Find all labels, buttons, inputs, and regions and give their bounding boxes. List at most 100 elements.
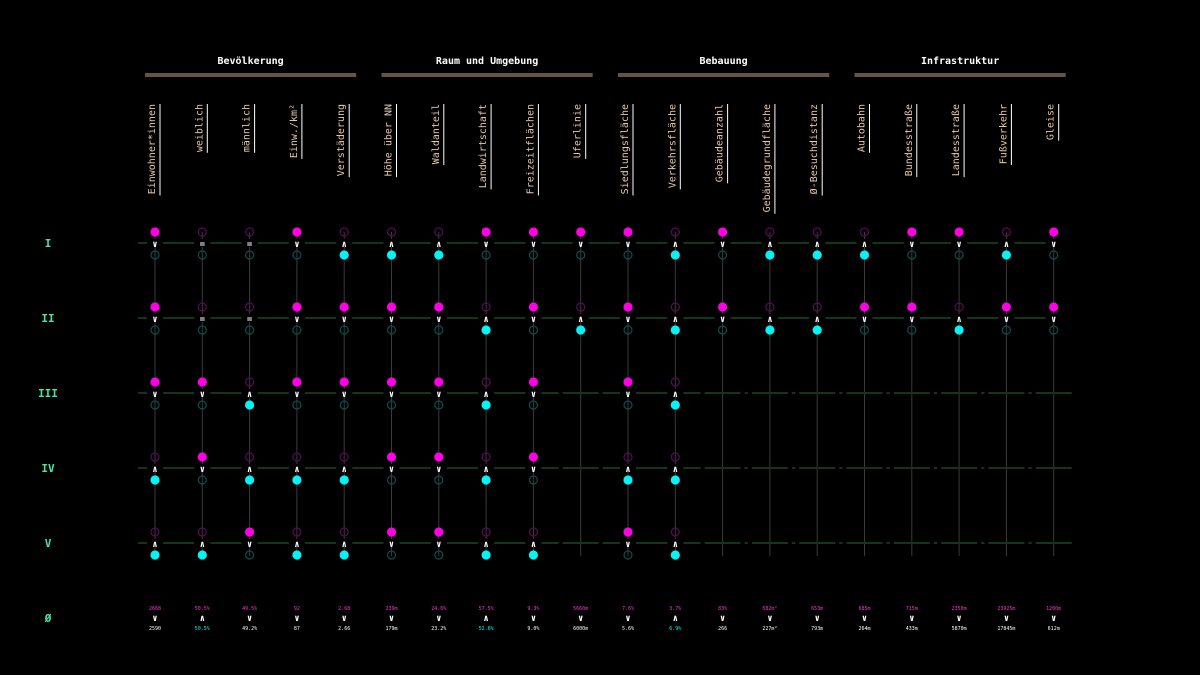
magenta-dot <box>623 227 633 237</box>
cyan-dot <box>528 325 539 335</box>
cell-backdrop <box>194 239 211 247</box>
comparison-symbol: ∨ <box>200 390 205 400</box>
cyan-dot <box>1001 250 1012 260</box>
avg-comparison-symbol: ∨ <box>814 614 819 624</box>
cell-backdrop <box>761 314 778 322</box>
avg-comparison-symbol: ∨ <box>720 614 725 624</box>
cyan-dot <box>434 325 444 335</box>
magenta-dot <box>623 452 633 462</box>
avg-value-top: 2668 <box>149 606 161 612</box>
avg-value-top: 582m² <box>762 606 777 612</box>
comparison-symbol: ∨ <box>341 315 346 325</box>
avg-value-bottom: 52.6% <box>479 626 494 632</box>
cyan-dot <box>907 250 917 260</box>
avg-value-bottom: 9.0% <box>527 626 539 632</box>
cyan-dot <box>434 250 444 260</box>
row-label: V <box>45 537 52 550</box>
cyan-dot <box>717 250 728 260</box>
comparison-symbol: ∧ <box>341 240 346 250</box>
cyan-dot <box>528 475 539 485</box>
cyan-dot <box>907 325 917 335</box>
avg-value-top: 83% <box>718 606 727 612</box>
avg-comparison-symbol: ∧ <box>200 614 205 624</box>
cell-backdrop <box>714 314 731 322</box>
cyan-dot <box>245 475 255 485</box>
avg-value-bottom: 50.5% <box>195 626 210 632</box>
avg-comparison-symbol: ∨ <box>625 614 630 624</box>
cell-backdrop <box>667 464 684 472</box>
cell-backdrop <box>478 539 495 547</box>
avg-row-label: Ø <box>44 612 52 625</box>
comparison-symbol: ∨ <box>531 240 536 250</box>
magenta-dot <box>1049 227 1059 237</box>
cell-backdrop <box>194 389 211 397</box>
comparison-symbol: ∨ <box>436 465 441 475</box>
cell-backdrop <box>903 239 920 247</box>
magenta-dot <box>292 527 302 537</box>
magenta-dot <box>292 302 302 312</box>
comparison-symbol: ∨ <box>152 315 157 325</box>
magenta-dot <box>150 377 160 387</box>
cyan-dot <box>292 325 302 335</box>
avg-value-top: 92 <box>294 606 300 612</box>
magenta-dot <box>197 377 207 387</box>
cyan-dot <box>150 400 160 410</box>
cell-backdrop <box>383 464 400 472</box>
avg-value-top: 49.5% <box>242 606 257 612</box>
avg-comparison-symbol: ∧ <box>483 614 488 624</box>
comparison-symbol: ∧ <box>956 315 961 325</box>
avg-value-bottom: 23.2% <box>431 626 446 632</box>
avg-value-top: 3.7% <box>669 606 681 612</box>
cell-backdrop <box>714 239 731 247</box>
avg-value-bottom: 6.9% <box>669 626 681 632</box>
magenta-dot <box>481 227 491 237</box>
magenta-dot <box>245 302 255 312</box>
comparison-symbol: ∧ <box>483 465 488 475</box>
cell-backdrop <box>667 314 684 322</box>
magenta-dot <box>954 302 964 312</box>
comparison-symbol: ∨ <box>152 390 157 400</box>
column-label: Einw./km² <box>289 104 300 158</box>
avg-comparison-symbol: ∨ <box>389 614 394 624</box>
avg-value-bottom: 87 <box>294 626 300 632</box>
comparison-symbol: ∨ <box>389 540 394 550</box>
comparison-symbol: ∨ <box>625 240 630 250</box>
column-label: Verkehrsfläche <box>667 104 678 188</box>
avg-comparison-symbol: ∨ <box>341 614 346 624</box>
cyan-dot <box>623 325 633 335</box>
avg-value-bottom: 433m <box>906 626 918 632</box>
cyan-dot <box>386 400 397 410</box>
comparison-symbol: ∨ <box>436 540 441 550</box>
comparison-symbol: ∧ <box>152 465 157 475</box>
cyan-dot <box>434 550 444 560</box>
avg-value-top: 715m <box>906 606 918 612</box>
cyan-dot <box>386 250 397 260</box>
magenta-dot <box>386 527 397 537</box>
cyan-dot <box>197 325 207 335</box>
avg-value-top: 2.68 <box>338 606 350 612</box>
cell-backdrop <box>667 389 684 397</box>
cell-backdrop <box>288 389 305 397</box>
comparison-symbol: ∨ <box>625 315 630 325</box>
comparison-symbol: ∧ <box>673 315 678 325</box>
magenta-dot <box>339 527 349 537</box>
cyan-dot <box>197 475 207 485</box>
cyan-dot <box>150 475 160 485</box>
magenta-dot <box>339 377 349 387</box>
cyan-dot <box>339 550 349 560</box>
comparison-symbol: ∨ <box>956 240 961 250</box>
cyan-dot <box>197 550 207 560</box>
cell-backdrop <box>383 539 400 547</box>
column-label: Freizeitflächen <box>525 104 536 194</box>
cell-backdrop <box>525 239 542 247</box>
magenta-dot <box>245 377 255 387</box>
group-title: Bebauung <box>700 56 748 67</box>
avg-value-top: 685m <box>858 606 870 612</box>
cyan-dot <box>670 475 680 485</box>
group-bar <box>145 73 357 77</box>
cyan-dot <box>1049 325 1059 335</box>
column-label: Höhe über NN <box>384 104 395 176</box>
magenta-dot <box>481 377 491 387</box>
cell-backdrop <box>147 464 163 472</box>
